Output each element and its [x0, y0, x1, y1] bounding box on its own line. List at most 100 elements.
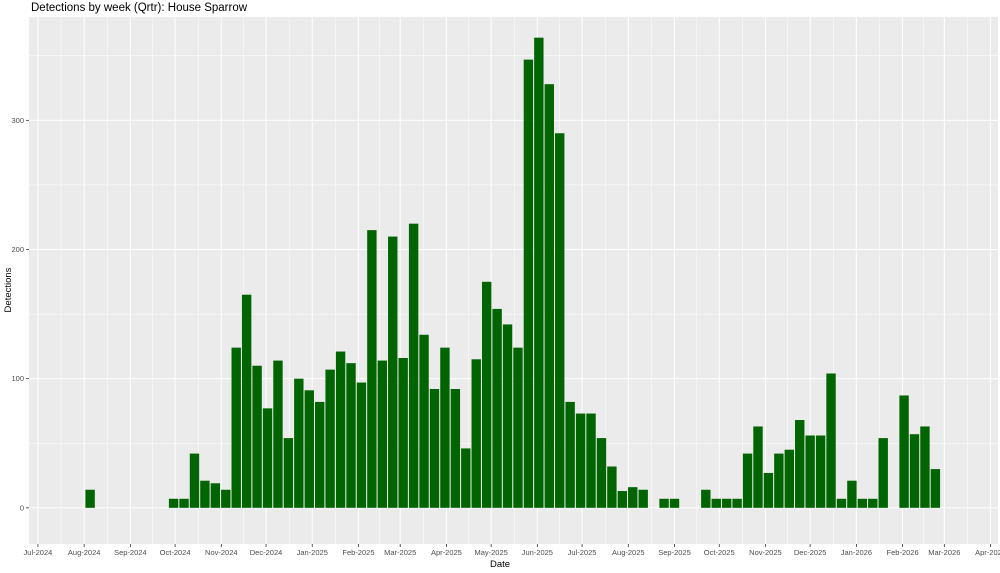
bar [847, 480, 857, 508]
bar [481, 281, 492, 508]
bar [815, 435, 826, 508]
bar [461, 448, 471, 508]
bar [492, 308, 502, 508]
x-tick-label: Apr-2025 [431, 548, 462, 557]
bar [732, 498, 742, 508]
y-tick-label: 200 [11, 245, 24, 254]
x-axis-label: Date [489, 559, 511, 570]
x-tick-label: Jan-2025 [297, 548, 328, 557]
bar [669, 498, 680, 508]
bar [398, 358, 408, 508]
bar [241, 294, 252, 508]
x-tick-label: Oct-2025 [704, 548, 735, 557]
x-tick-label: Oct-2024 [160, 548, 191, 557]
bar [429, 389, 440, 508]
bar [836, 498, 847, 508]
bar [315, 401, 325, 508]
bar [638, 489, 648, 508]
bar [555, 133, 565, 508]
x-tick-label: May-2025 [474, 548, 507, 557]
bar [471, 359, 481, 508]
bar [85, 489, 95, 508]
bar [304, 390, 314, 508]
bar [659, 498, 669, 508]
bar [419, 334, 429, 508]
bar [575, 413, 586, 508]
bar [283, 438, 294, 508]
bar [711, 498, 721, 508]
x-tick-label: Feb-2025 [342, 548, 374, 557]
chart-title: Detections by week (Qrtr): House Sparrow [31, 2, 248, 14]
bar [262, 408, 273, 508]
bar [805, 435, 815, 508]
x-tick-label: Mar-2026 [928, 548, 960, 557]
bar [534, 37, 544, 508]
bar [231, 347, 241, 508]
x-tick-label: Nov-2024 [205, 548, 238, 557]
y-tick-label: 300 [11, 116, 24, 125]
bar [356, 382, 367, 508]
bar [252, 365, 262, 508]
bar [221, 489, 231, 508]
bar [899, 395, 909, 508]
bar [857, 498, 868, 508]
bar [200, 480, 210, 508]
bar [826, 373, 836, 508]
x-tick-label: Nov-2025 [749, 548, 782, 557]
bar [294, 378, 304, 508]
bar [920, 426, 930, 508]
x-tick-label: Dec-2024 [250, 548, 283, 557]
bar [367, 230, 377, 508]
x-tick-label: Jul-2025 [568, 548, 597, 557]
bar [440, 347, 450, 508]
bar [544, 84, 554, 508]
bar [774, 453, 784, 508]
bar [596, 438, 607, 508]
bar [523, 59, 534, 508]
bar [753, 426, 763, 508]
bar [742, 453, 753, 508]
x-tick-label: Aug-2024 [68, 548, 101, 557]
bar [784, 449, 794, 508]
bar [335, 351, 346, 508]
bar [377, 360, 388, 508]
bar [210, 483, 221, 508]
x-tick-label: Feb-2026 [887, 548, 919, 557]
bar [388, 236, 398, 508]
bar [450, 389, 461, 508]
bar [273, 360, 283, 508]
bar [763, 472, 774, 508]
x-tick-label: Sep-2025 [658, 548, 691, 557]
bar [565, 401, 575, 508]
bar [502, 324, 513, 508]
bar [617, 491, 628, 508]
bar [168, 498, 179, 508]
x-tick-label: Dec-2025 [794, 548, 827, 557]
bar [179, 498, 189, 508]
bar [628, 487, 638, 508]
bar [513, 347, 523, 508]
bar [868, 498, 878, 508]
bar [189, 453, 200, 508]
bar [325, 369, 335, 508]
bar [721, 498, 732, 508]
x-tick-label: Jun-2025 [522, 548, 553, 557]
y-tick-label: 0 [20, 503, 24, 512]
x-tick-label: Sep-2024 [114, 548, 147, 557]
bar [408, 223, 419, 508]
bar [930, 469, 941, 508]
y-tick-label: 100 [11, 374, 24, 383]
x-tick-label: Jan-2026 [841, 548, 872, 557]
x-tick-label: Aug-2025 [612, 548, 645, 557]
x-tick-label: Apr-2026 [975, 548, 1000, 557]
bar [607, 466, 617, 508]
bar [795, 420, 805, 508]
x-tick-label: Jul-2024 [24, 548, 53, 557]
bar [701, 489, 711, 508]
x-tick-label: Mar-2025 [384, 548, 416, 557]
bar [346, 363, 356, 508]
bar [878, 438, 888, 508]
bar [586, 413, 596, 508]
bar [909, 434, 920, 508]
